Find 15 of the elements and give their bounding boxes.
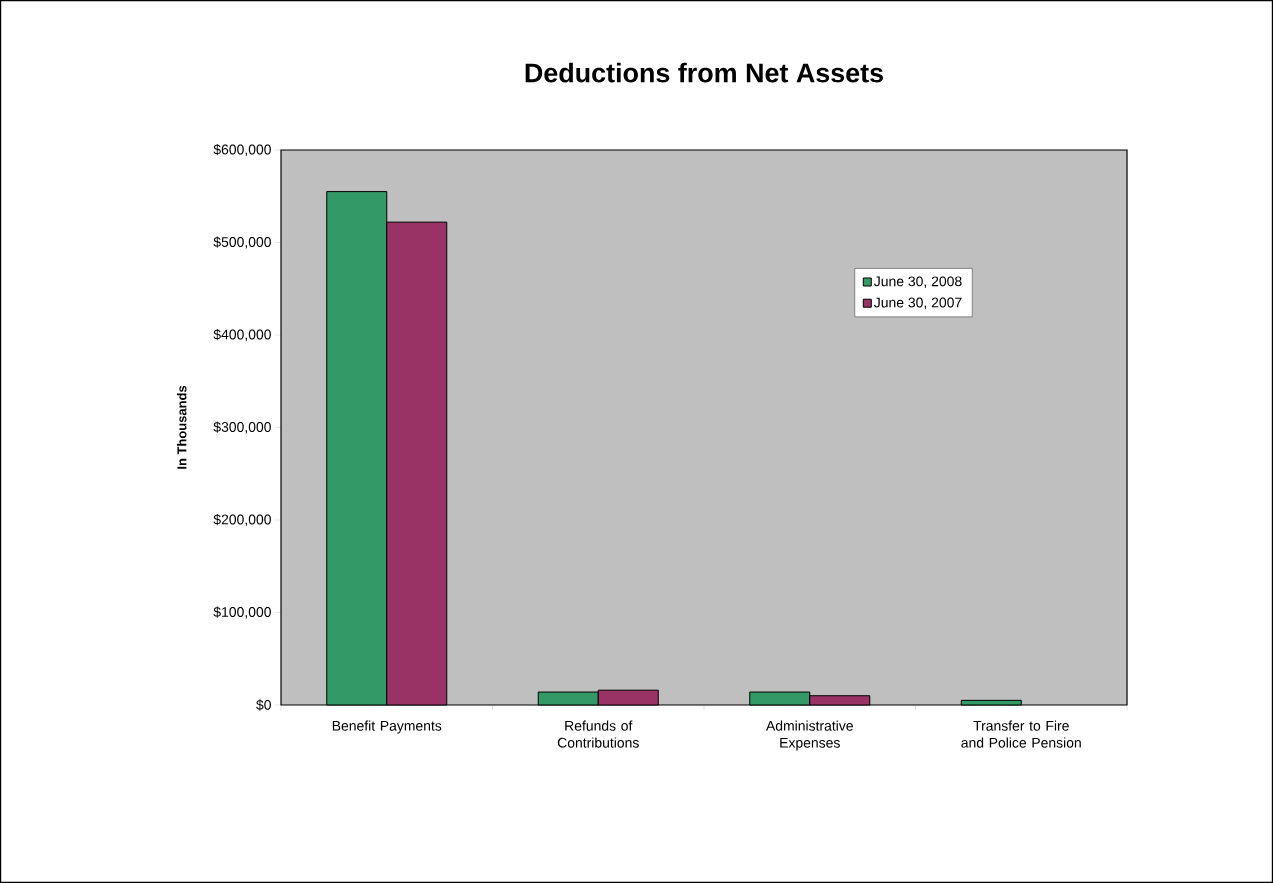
x-tick-label: Benefit Payments [332,720,442,734]
x-tick-label: Refunds of Contributions [557,720,639,748]
y-tick-label: $100,000 [213,606,271,619]
x-tick-label: Administrative Expenses [766,720,853,751]
x-tick-label: Transfer to Fire and Police Pension [961,720,1081,748]
y-axis-title: In Thousands [176,385,187,469]
y-tick-label: $300,000 [213,421,271,434]
chart-title: Deductions from Net Assets [525,62,883,83]
y-tick-label: $0 [256,699,271,711]
legend-label: June 30, 2007 [874,297,962,310]
y-tick-label: $500,000 [213,236,271,249]
y-tick-label: $400,000 [213,328,271,342]
y-tick-label: $600,000 [213,143,271,157]
y-tick-label: $200,000 [213,513,271,527]
legend-label: June 30, 2008 [874,276,962,288]
